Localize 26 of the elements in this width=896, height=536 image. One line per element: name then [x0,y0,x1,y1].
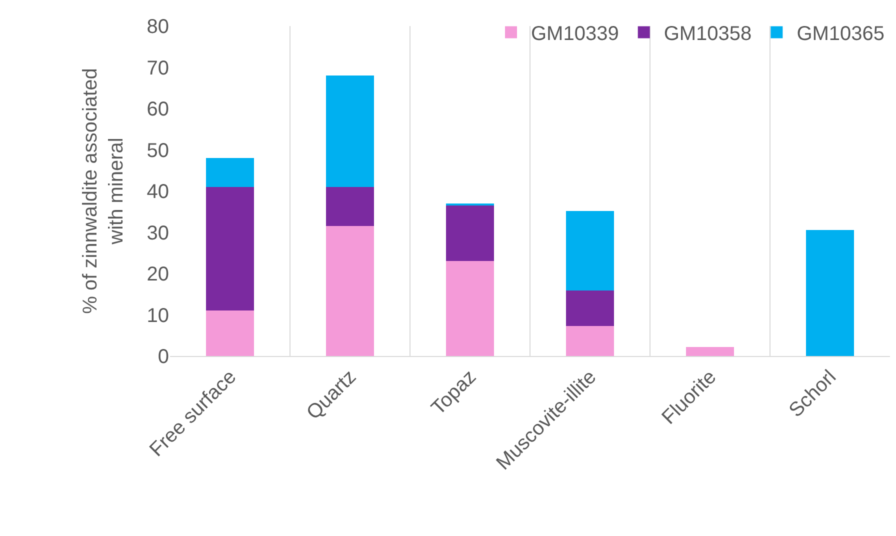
y-tick-label: 30 [146,222,169,244]
y-tick-label: 80 [146,16,169,38]
bar [566,290,614,326]
bar [566,326,614,356]
y-tick-label: 10 [146,304,169,327]
bar [806,230,854,356]
y-tick-label: 60 [146,98,169,120]
bar [326,226,374,356]
bar [206,158,254,187]
y-axis-title: % of zinnwaldite associated with mineral [79,68,128,314]
y-tick-label: 70 [146,57,169,80]
bar [446,205,494,262]
y-tick-label: 40 [146,181,169,203]
bar [326,186,374,226]
bar [206,186,254,311]
bar [206,310,254,356]
y-tick-label: 0 [158,346,169,368]
bar [566,211,614,290]
y-tick-label: 20 [146,264,169,286]
bar [326,76,374,187]
legend-label: GM10358 [664,23,752,46]
bar [446,261,494,356]
bar [686,346,734,356]
legend-label: GM10339 [531,23,619,46]
y-tick-label: 50 [146,140,169,162]
legend-label: GM10365 [796,23,885,46]
